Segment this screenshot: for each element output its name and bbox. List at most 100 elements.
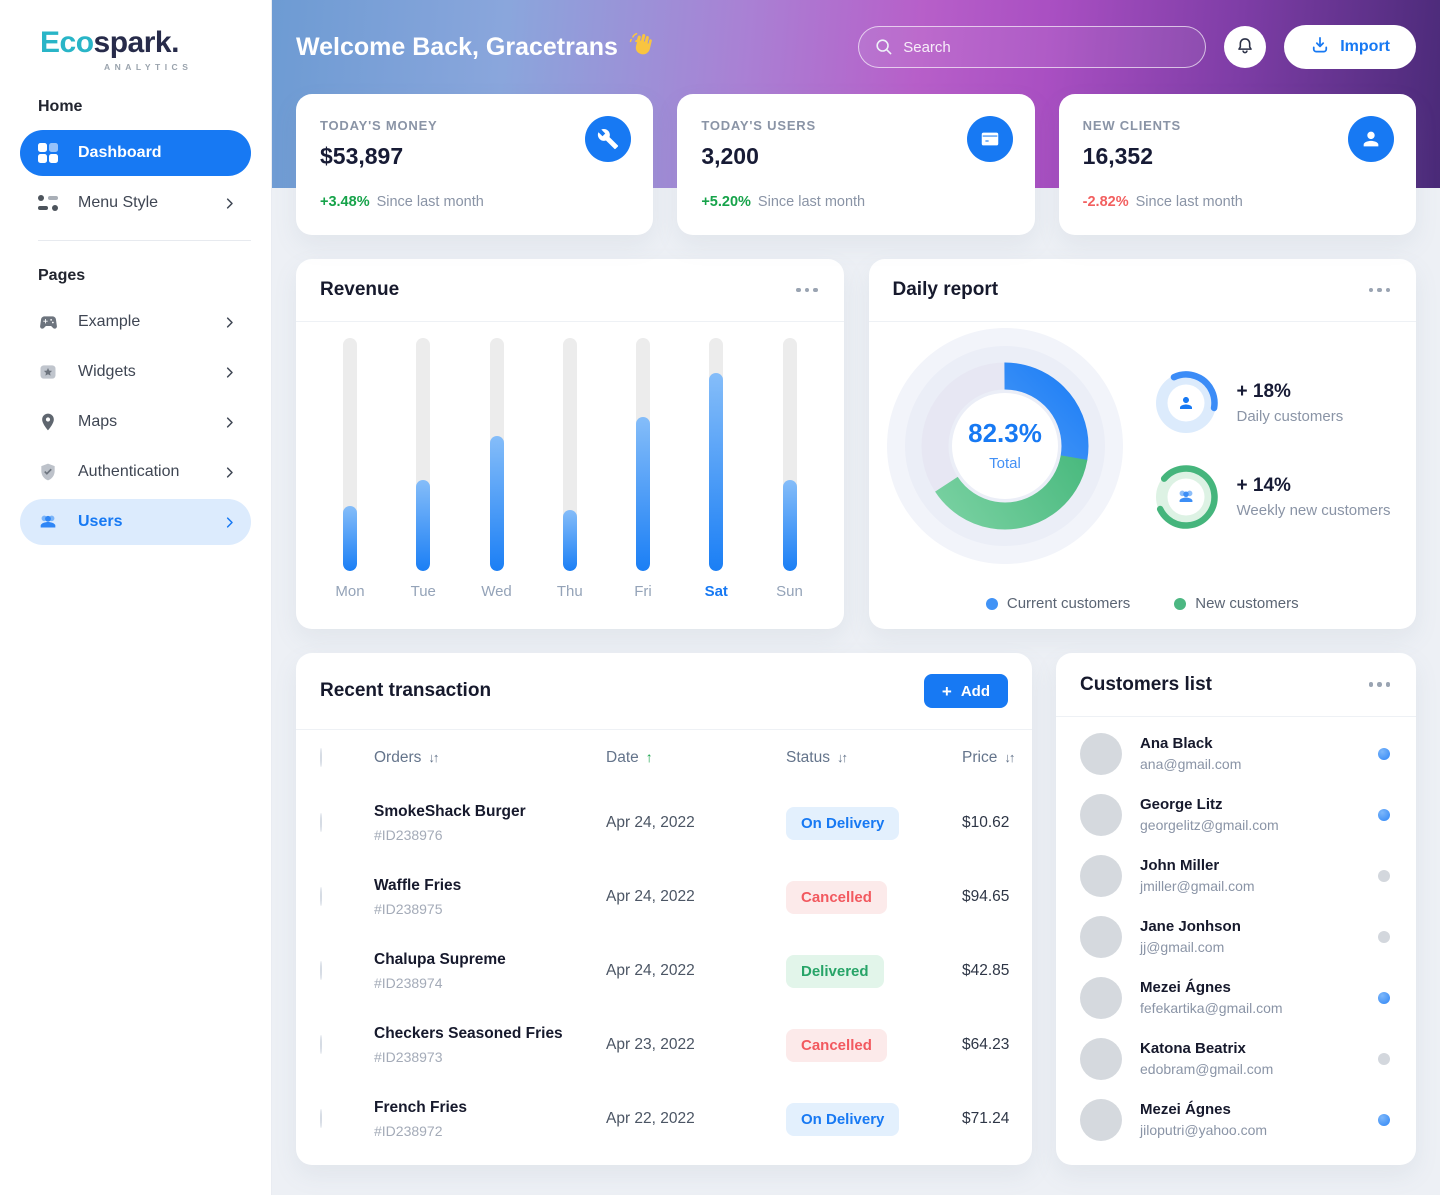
order-id: #ID238975 [374, 901, 443, 917]
revenue-bar-labels: Mon Tue Wed Thu Fri Sat Sun [330, 583, 810, 600]
bell-icon [1234, 35, 1256, 60]
bar-column [696, 338, 736, 571]
bar-column [770, 338, 810, 571]
more-menu-icon[interactable] [794, 282, 820, 299]
bar-fill [562, 510, 577, 571]
users-icon [1179, 490, 1192, 503]
wrench-icon [585, 116, 632, 162]
sidebar-item-widgets[interactable]: Widgets [20, 349, 251, 395]
order-name: Chalupa Supreme [374, 951, 506, 968]
list-item[interactable]: Mezei Ágnes jiloputri@yahoo.com [1056, 1089, 1416, 1150]
stat-value: 3,200 [701, 143, 759, 169]
plus-icon: + [941, 681, 952, 701]
table-row: Checkers Seasoned Fries #ID238973 Apr 23, … [296, 1008, 1032, 1082]
bar-label: Fri [634, 583, 652, 600]
add-button[interactable]: + Add [923, 674, 1008, 708]
mini-stat-label: Weekly new customers [1236, 502, 1391, 519]
column-header-orders[interactable]: Orders [374, 749, 606, 767]
order-date: Apr 23, 2022 [606, 1036, 695, 1053]
list-item[interactable]: George Litz georgelitz@gmail.com [1056, 784, 1416, 845]
status-dot [1378, 991, 1390, 1004]
column-header-price[interactable]: Price [962, 749, 1013, 767]
logo-subtitle: ANALYTICS [104, 62, 193, 72]
customers-list: Ana Black ana@gmail.com George Litz georgel… [1056, 717, 1416, 1156]
sidebar-section-home: Home [38, 98, 83, 115]
bar-label: Sat [704, 583, 728, 600]
transactions-body: SmokeShack Burger #ID238976 Apr 24, 2022 On… [296, 786, 1032, 1156]
report-legend: Current customers New customers [869, 595, 1417, 612]
star-widget-icon [36, 360, 60, 384]
chevron-right-icon [222, 465, 237, 480]
row-checkbox[interactable] [320, 1035, 322, 1054]
more-menu-icon[interactable] [1367, 282, 1393, 299]
customer-name: Katona Beatrix [1140, 1040, 1246, 1057]
row-checkbox[interactable] [320, 813, 322, 832]
bar-fill [489, 435, 504, 571]
sidebar-item-authentication[interactable]: Authentication [20, 449, 251, 495]
sidebar-item-users[interactable]: Users [20, 499, 251, 545]
status-badge: On Delivery [786, 1102, 900, 1136]
mini-stat-daily: + 18% Daily customers [1153, 370, 1391, 436]
customer-name: Mezei Ágnes [1140, 1101, 1231, 1118]
logo-part-2: spark. [93, 26, 180, 59]
list-item[interactable]: Mezei Ágnes fefekartika@gmail.com [1056, 967, 1416, 1028]
column-header-status[interactable]: Status [786, 749, 962, 767]
list-item[interactable]: Katona Beatrix edobram@gmail.com [1056, 1028, 1416, 1089]
status-badge: Cancelled [786, 1028, 887, 1062]
bar-track [416, 338, 431, 571]
order-date: Apr 24, 2022 [606, 888, 695, 905]
status-badge: On Delivery [786, 806, 900, 840]
sidebar-item-dashboard[interactable]: Dashboard [20, 130, 251, 176]
row-checkbox[interactable] [320, 1109, 322, 1128]
bar-track [709, 338, 724, 571]
stat-card-todays-users: TODAY'S USERS 3,200 +5.20% Since last mon… [677, 94, 1035, 235]
bar-fill [782, 480, 797, 571]
menu-style-icon [36, 191, 60, 215]
import-button[interactable]: Import [1284, 25, 1416, 69]
logo-part-1: Eco [40, 26, 94, 59]
search-icon [874, 37, 894, 62]
select-all-checkbox[interactable] [320, 748, 322, 767]
stat-card-new-clients: NEW CLIENTS 16,352 -2.82% Since last mont… [1058, 94, 1416, 235]
app-logo[interactable]: Ecospark. ANALYTICS [0, 0, 271, 72]
sidebar: Ecospark. ANALYTICS Home Dashboard Menu … [0, 0, 272, 1195]
recent-transactions-card: Recent transaction + Add Orders Date Sta… [296, 653, 1032, 1165]
row-checkbox[interactable] [320, 961, 322, 980]
download-icon [1310, 35, 1330, 60]
sidebar-item-maps[interactable]: Maps [20, 399, 251, 445]
stat-value: $53,897 [320, 143, 404, 169]
gamepad-icon [36, 310, 60, 334]
customer-name: George Litz [1140, 796, 1223, 813]
charts-row: Revenue Mon Tue Wed Thu Fri Sat Sun Daily repo… [296, 259, 1416, 629]
sidebar-item-menu-style[interactable]: Menu Style [20, 180, 251, 226]
chevron-right-icon [222, 196, 237, 211]
page-title: Welcome Back, Gracetrans [296, 31, 654, 64]
status-dot [1378, 747, 1390, 760]
customers-list-card: Customers list Ana Black ana@gmail.com Geo… [1056, 653, 1416, 1165]
stat-label: TODAY'S USERS [701, 118, 816, 133]
search-box [858, 26, 1207, 68]
order-id: #ID238973 [374, 1049, 443, 1065]
order-date: Apr 24, 2022 [606, 814, 695, 831]
bar-column [330, 338, 370, 571]
notifications-button[interactable] [1224, 26, 1267, 68]
list-item[interactable]: John Miller jmiller@gmail.com [1056, 845, 1416, 906]
row-checkbox[interactable] [320, 887, 322, 906]
transactions-title: Recent transaction [320, 680, 492, 701]
stat-label: NEW CLIENTS [1082, 118, 1182, 133]
mini-ring-arc-weekly [1153, 465, 1218, 529]
mini-stat-label: Daily customers [1236, 408, 1344, 425]
list-item[interactable]: Ana Black ana@gmail.com [1056, 723, 1416, 784]
stat-cards-row: TODAY'S MONEY $53,897 +3.48% Since last m… [296, 94, 1416, 235]
customer-email: georgelitz@gmail.com [1140, 817, 1279, 833]
mini-ring-daily [1153, 371, 1218, 435]
search-input[interactable] [858, 26, 1207, 68]
bar-column [403, 338, 443, 571]
more-menu-icon[interactable] [1367, 676, 1393, 693]
mini-stat-value: + 14% [1236, 475, 1291, 496]
list-item[interactable]: Jane Jonhson jj@gmail.com [1056, 906, 1416, 967]
status-badge: Delivered [786, 954, 884, 988]
stat-caption: Since last month [1135, 194, 1243, 210]
column-header-date[interactable]: Date [606, 749, 786, 767]
sidebar-item-example[interactable]: Example [20, 299, 251, 345]
